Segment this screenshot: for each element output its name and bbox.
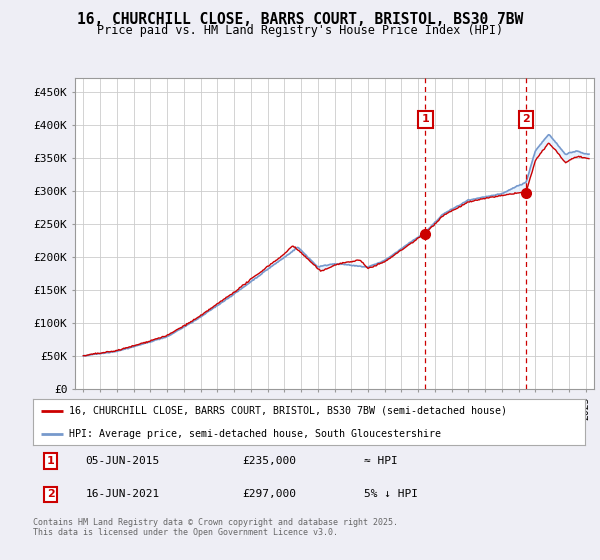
Text: 1: 1 (422, 114, 429, 124)
Text: 1: 1 (47, 456, 55, 466)
Text: 16, CHURCHILL CLOSE, BARRS COURT, BRISTOL, BS30 7BW (semi-detached house): 16, CHURCHILL CLOSE, BARRS COURT, BRISTO… (69, 406, 507, 416)
Text: Contains HM Land Registry data © Crown copyright and database right 2025.
This d: Contains HM Land Registry data © Crown c… (33, 518, 398, 538)
Text: HPI: Average price, semi-detached house, South Gloucestershire: HPI: Average price, semi-detached house,… (69, 429, 441, 438)
Text: 16, CHURCHILL CLOSE, BARRS COURT, BRISTOL, BS30 7BW: 16, CHURCHILL CLOSE, BARRS COURT, BRISTO… (77, 12, 523, 27)
Text: 16-JUN-2021: 16-JUN-2021 (85, 489, 160, 500)
Text: 2: 2 (47, 489, 55, 500)
Text: 5% ↓ HPI: 5% ↓ HPI (364, 489, 418, 500)
Text: ≈ HPI: ≈ HPI (364, 456, 398, 466)
Text: £235,000: £235,000 (243, 456, 297, 466)
Text: Price paid vs. HM Land Registry's House Price Index (HPI): Price paid vs. HM Land Registry's House … (97, 24, 503, 37)
Text: £297,000: £297,000 (243, 489, 297, 500)
Text: 05-JUN-2015: 05-JUN-2015 (85, 456, 160, 466)
Text: 2: 2 (523, 114, 530, 124)
